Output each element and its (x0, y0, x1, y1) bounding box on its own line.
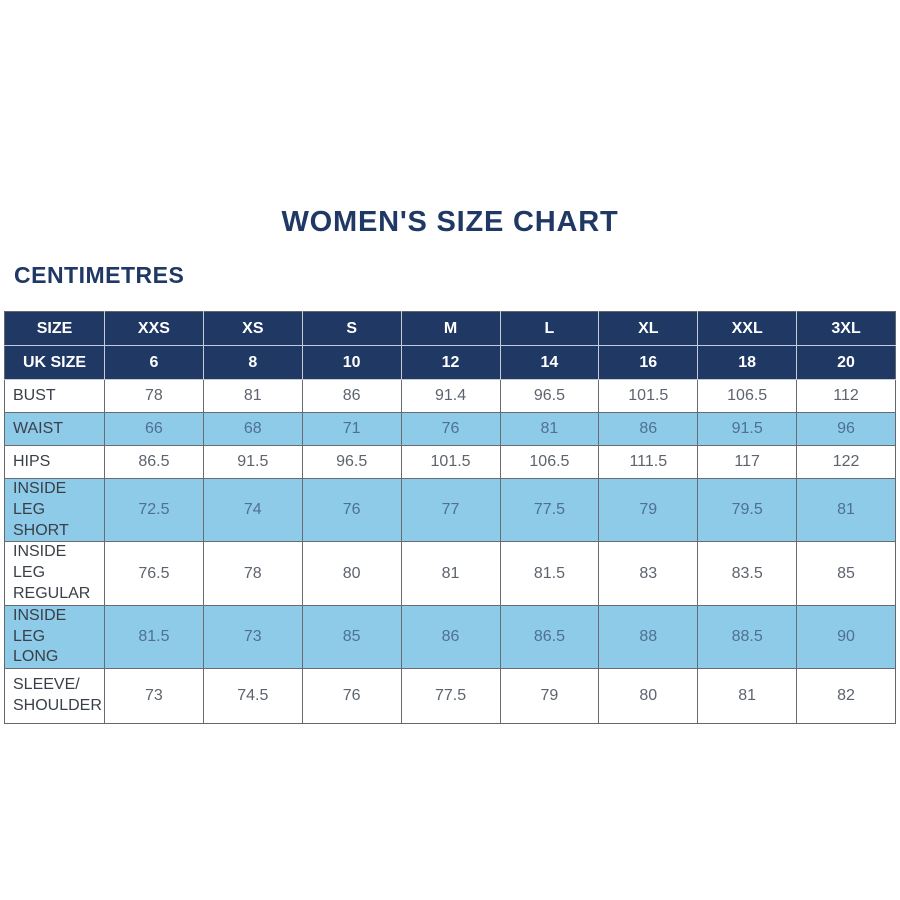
measurement-cell: 83.5 (697, 541, 798, 606)
measurement-cell: 91.5 (202, 445, 303, 479)
measurement-cell: 82 (796, 668, 896, 725)
measurement-cell: 96.5 (499, 379, 600, 413)
measurement-cell: 79 (499, 668, 600, 725)
measurement-cell: 96.5 (301, 445, 402, 479)
row-label: INSIDE LEG REGULAR (4, 541, 105, 606)
size-header-cell: S (301, 311, 402, 346)
table-row-bust: BUST 78 81 86 91.4 96.5 101.5 106.5 112 (4, 379, 896, 413)
uk-size-header-cell: 14 (499, 345, 600, 380)
measurement-cell: 122 (796, 445, 896, 479)
size-header-row: SIZE XXS XS S M L XL XXL 3XL (4, 311, 896, 346)
measurement-cell: 106.5 (499, 445, 600, 479)
measurement-cell: 83 (598, 541, 699, 606)
uk-size-header-label: UK SIZE (4, 345, 105, 380)
uk-size-header-cell: 12 (400, 345, 501, 380)
table-row-waist: WAIST 66 68 71 76 81 86 91.5 96 (4, 412, 896, 446)
measurement-cell: 80 (301, 541, 402, 606)
table-row-sleeve-shoulder: SLEEVE/ SHOULDER 73 74.5 76 77.5 79 80 8… (4, 668, 896, 725)
measurement-cell: 73 (202, 604, 303, 670)
row-label: WAIST (4, 412, 105, 446)
measurement-cell: 78 (202, 541, 303, 606)
measurement-cell: 74.5 (202, 668, 303, 725)
size-chart-table: SIZE XXS XS S M L XL XXL 3XL UK SIZE 6 8… (4, 311, 896, 725)
measurement-cell: 112 (796, 379, 896, 413)
measurement-cell: 81 (697, 668, 798, 725)
size-header-label: SIZE (4, 311, 105, 346)
size-header-cell: M (400, 311, 501, 346)
measurement-cell: 77.5 (400, 668, 501, 725)
measurement-cell: 76.5 (104, 541, 204, 606)
measurement-cell: 80 (598, 668, 699, 725)
measurement-cell: 68 (202, 412, 303, 446)
measurement-cell: 117 (697, 445, 798, 479)
measurement-cell: 86 (598, 412, 699, 446)
uk-size-header-cell: 20 (796, 345, 896, 380)
uk-size-header-cell: 10 (301, 345, 402, 380)
measurement-cell: 76 (301, 668, 402, 725)
uk-size-header-cell: 18 (697, 345, 798, 380)
measurement-cell: 86 (400, 604, 501, 670)
measurement-cell: 101.5 (598, 379, 699, 413)
measurement-cell: 81.5 (499, 541, 600, 606)
measurement-cell: 81 (202, 379, 303, 413)
measurement-cell: 90 (796, 604, 896, 670)
row-label: INSIDE LEG SHORT (4, 477, 105, 543)
size-header-cell: L (499, 311, 600, 346)
table-row-inside-leg-short: INSIDE LEG SHORT 72.5 74 76 77 77.5 79 7… (4, 477, 896, 543)
size-header-cell: XXS (104, 311, 204, 346)
measurement-cell: 86.5 (104, 445, 204, 479)
size-header-cell: XXL (697, 311, 798, 346)
measurement-cell: 73 (104, 668, 204, 725)
measurement-cell: 111.5 (598, 445, 699, 479)
measurement-cell: 72.5 (104, 477, 204, 543)
uk-size-header-cell: 8 (202, 345, 303, 380)
table-row-inside-leg-long: INSIDE LEG LONG 81.5 73 85 86 86.5 88 88… (4, 604, 896, 670)
size-header-cell: XS (202, 311, 303, 346)
measurement-cell: 101.5 (400, 445, 501, 479)
measurement-cell: 85 (301, 604, 402, 670)
measurement-cell: 96 (796, 412, 896, 446)
measurement-cell: 81 (499, 412, 600, 446)
measurement-cell: 88 (598, 604, 699, 670)
measurement-cell: 81.5 (104, 604, 204, 670)
measurement-cell: 85 (796, 541, 896, 606)
row-label: HIPS (4, 445, 105, 479)
measurement-cell: 74 (202, 477, 303, 543)
measurement-cell: 86.5 (499, 604, 600, 670)
measurement-cell: 79 (598, 477, 699, 543)
size-header-cell: 3XL (796, 311, 896, 346)
row-label: SLEEVE/ SHOULDER (4, 668, 105, 725)
measurement-cell: 76 (400, 412, 501, 446)
measurement-cell: 91.4 (400, 379, 501, 413)
table-row-inside-leg-regular: INSIDE LEG REGULAR 76.5 78 80 81 81.5 83… (4, 541, 896, 606)
measurement-cell: 106.5 (697, 379, 798, 413)
measurement-cell: 78 (104, 379, 204, 413)
row-label: INSIDE LEG LONG (4, 604, 105, 670)
measurement-cell: 71 (301, 412, 402, 446)
measurement-cell: 88.5 (697, 604, 798, 670)
measurement-cell: 81 (796, 477, 896, 543)
uk-size-header-row: UK SIZE 6 8 10 12 14 16 18 20 (4, 345, 896, 380)
measurement-cell: 79.5 (697, 477, 798, 543)
measurement-cell: 86 (301, 379, 402, 413)
page-title: WOMEN'S SIZE CHART (281, 206, 619, 238)
measurement-cell: 91.5 (697, 412, 798, 446)
measurement-cell: 77 (400, 477, 501, 543)
units-heading: CENTIMETRES (14, 262, 185, 288)
measurement-cell: 76 (301, 477, 402, 543)
uk-size-header-cell: 6 (104, 345, 204, 380)
measurement-cell: 81 (400, 541, 501, 606)
table-row-hips: HIPS 86.5 91.5 96.5 101.5 106.5 111.5 11… (4, 445, 896, 479)
measurement-cell: 66 (104, 412, 204, 446)
measurement-cell: 77.5 (499, 477, 600, 543)
row-label: BUST (4, 379, 105, 413)
size-header-cell: XL (598, 311, 699, 346)
uk-size-header-cell: 16 (598, 345, 699, 380)
